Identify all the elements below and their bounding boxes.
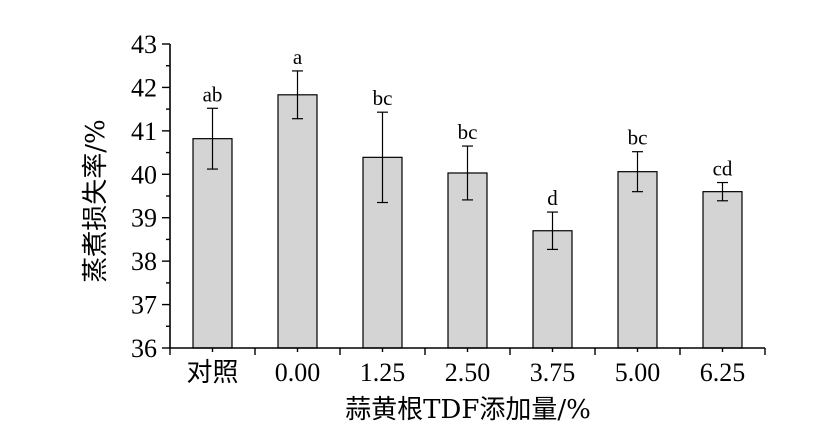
y-tick-label: 40 [131,160,157,189]
x-tick-label: 1.25 [360,358,406,387]
x-tick-label: 0.00 [275,358,321,387]
y-tick-label: 39 [131,204,157,233]
x-tick-label: 2.50 [445,358,491,387]
y-tick-label: 41 [131,117,157,146]
x-tick-label: 5.00 [615,358,661,387]
x-axis-title: 蒜黄根TDF添加量/% [345,395,591,425]
bar [617,171,658,349]
y-tick-label: 37 [131,291,157,320]
x-tick-label: 对照 [186,358,238,387]
bar [702,191,743,349]
significance-label: cd [713,157,733,181]
y-axis-title: 蒸煮损失率/% [81,119,111,282]
significance-label: bc [373,86,393,110]
bar [277,94,318,349]
x-tick-label: 3.75 [530,358,576,387]
significance-label: bc [458,120,478,144]
y-tick-label: 38 [131,247,157,276]
bar [192,138,233,349]
significance-label: ab [203,82,223,106]
axes-layer: 对照 0.00 1.25 2.50 3.75 5.00 6.25 36 37 38 39 40 41 42… [131,30,766,387]
significance-label: d [547,186,558,210]
y-tick-label: 36 [131,334,157,363]
y-tick-label: 42 [131,73,157,102]
y-tick-label: 43 [131,30,157,59]
bars-layer: ab a bc bc d bc cd [192,45,743,349]
significance-label: bc [628,126,648,150]
x-tick-label: 6.25 [700,358,746,387]
significance-label: a [293,45,303,69]
